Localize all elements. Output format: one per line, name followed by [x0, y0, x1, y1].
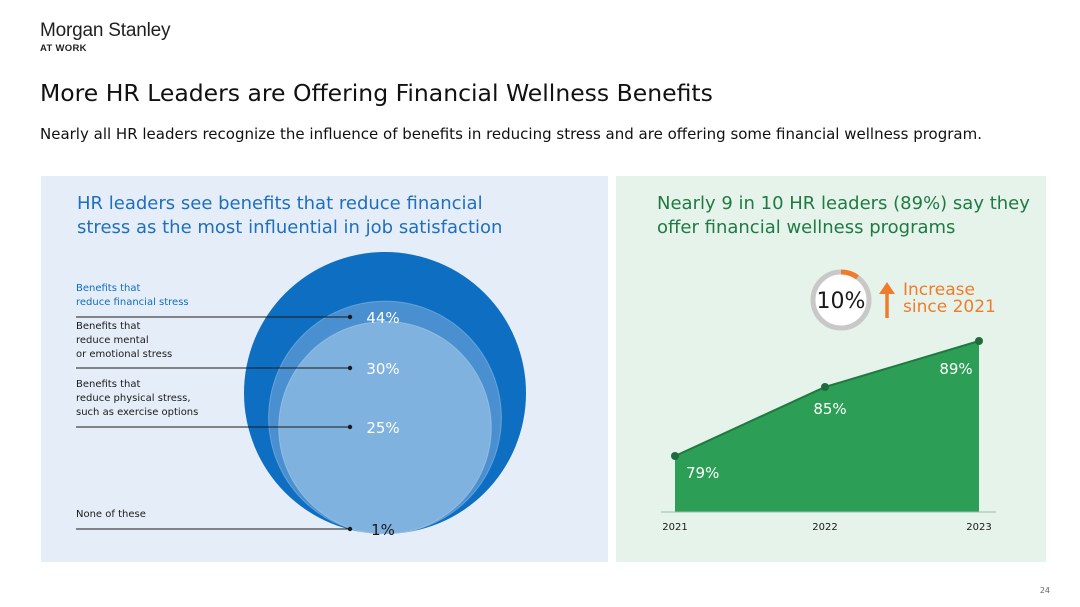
value-label-2023: 89%: [939, 360, 972, 378]
bubble-3: [278, 320, 492, 535]
bubble-category-label: or emotional stress: [76, 349, 172, 360]
bubble-category-label: Benefits that: [76, 321, 140, 332]
data-point-2022: [821, 383, 829, 391]
up-arrow-icon: [879, 282, 895, 294]
leader-dot-4: [347, 526, 353, 532]
brand-subtitle: AT WORK: [40, 43, 87, 54]
leader-dot-2: [347, 365, 353, 371]
bubble-value-label: 1%: [371, 521, 395, 539]
x-tick-2021: 2021: [662, 522, 687, 533]
bubble-value-label: 25%: [366, 419, 399, 437]
right-chart-panel: Nearly 9 in 10 HR leaders (89%) say they…: [616, 176, 1046, 562]
data-point-2021: [671, 452, 679, 460]
bubble-category-label: Benefits that: [76, 283, 140, 294]
bubble-category-label: reduce physical stress,: [76, 393, 191, 404]
bubble-category-label: reduce mental: [76, 335, 149, 346]
leader-dot-3: [347, 424, 353, 430]
value-label-2022: 85%: [813, 400, 846, 418]
right-panel-title: Nearly 9 in 10 HR leaders (89%) say they…: [657, 193, 1030, 238]
bubble-category-label: None of these: [76, 509, 146, 520]
left-panel-title: HR leaders see benefits that reduce fina…: [77, 193, 503, 238]
increase-label-line1: Increase: [903, 280, 975, 300]
increase-donut-arc: [840, 269, 859, 280]
area-fill: [675, 341, 979, 512]
brand-logo: Morgan Stanley AT WORK: [40, 20, 170, 54]
increase-label-line2: since 2021: [903, 297, 996, 317]
left-chart-panel: HR leaders see benefits that reduce fina…: [41, 176, 608, 562]
bubble-value-label: 44%: [366, 309, 399, 327]
bubble-value-label: 30%: [366, 360, 399, 378]
bubble-category-label: such as exercise options: [76, 407, 198, 418]
x-tick-2023: 2023: [966, 522, 991, 533]
brand-name: Morgan Stanley: [40, 20, 171, 41]
increase-label: Increase since 2021: [903, 282, 996, 316]
bubble-category-label: Benefits that: [76, 379, 140, 390]
leader-dot-1: [347, 314, 353, 320]
page-title: More HR Leaders are Offering Financial W…: [40, 79, 713, 107]
increase-value: 10%: [817, 289, 866, 314]
page-number: 24: [1039, 586, 1050, 595]
bubble-category-label: reduce financial stress: [76, 297, 189, 308]
bubble-chart: Benefits that reduce financial stress 44% B…: [76, 252, 526, 539]
area-chart: 79% 2021 85% 2022 89% 2023 10%: [661, 269, 996, 533]
x-tick-2022: 2022: [812, 522, 837, 533]
value-label-2021: 79%: [686, 464, 719, 482]
page-subtitle: Nearly all HR leaders recognize the infl…: [40, 125, 982, 143]
data-point-2023: [975, 337, 983, 345]
